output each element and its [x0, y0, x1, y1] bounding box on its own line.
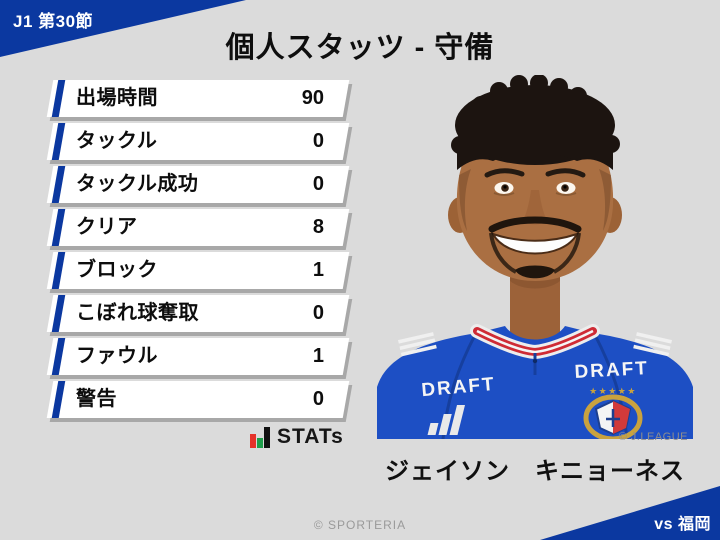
shoulder-stripes-right [633, 332, 673, 357]
opponent-ribbon: vs 福岡 [540, 486, 720, 540]
stat-label: ファウル [76, 345, 158, 367]
stat-label: タックル [76, 130, 158, 152]
stat-label: こぼれ球奪取 [76, 302, 199, 324]
stat-label: ブロック [76, 259, 158, 281]
stat-label: 出場時間 [76, 87, 158, 109]
stat-label: クリア [76, 216, 138, 238]
player-head [448, 75, 622, 281]
team-crest: ★★★★★ [583, 386, 643, 439]
stat-value: 1 [312, 259, 324, 281]
player-name: ジェイソン キニョーネス [385, 458, 685, 485]
crest-stars: ★★★★★ [589, 386, 637, 396]
stat-row-tackles: タックル 0 [46, 123, 353, 164]
jersey-sponsor-right: DRAFT [574, 358, 649, 383]
stat-label: タックル成功 [76, 173, 199, 195]
stat-value: 90 [301, 87, 324, 109]
stat-row-yellow-cards: 警告 0 [46, 381, 353, 422]
stat-value: 0 [312, 302, 324, 324]
stat-row-clearances: クリア 8 [46, 209, 353, 250]
stat-label: 警告 [76, 388, 117, 410]
stat-value: 1 [312, 345, 324, 367]
stat-row-fouls: ファウル 1 [46, 338, 353, 379]
stat-value: 0 [312, 130, 324, 152]
collar [470, 324, 600, 375]
jersey: DRAFT DRAFT ★★★★★ [377, 324, 693, 439]
hair [451, 75, 620, 170]
stat-row-tackles-won: タックル成功 0 [46, 166, 353, 207]
eyes [493, 182, 577, 196]
stat-row-minutes: 出場時間 90 [46, 80, 353, 121]
page-title: 個人スタッツ - 守備 [225, 32, 495, 64]
stats-logo: STATs [250, 426, 344, 448]
stat-value: 0 [312, 173, 324, 195]
stat-row-loose-ball-recoveries: こぼれ球奪取 0 [46, 295, 353, 336]
adidas-logo [427, 405, 465, 435]
round-label: J1 第30節 [13, 12, 94, 31]
site-credit: © SPORTERIA [313, 518, 407, 532]
stats-logo-text: STATs [277, 425, 344, 448]
stat-value: 8 [312, 216, 324, 238]
bar-chart-icon [250, 426, 270, 448]
opponent-label: vs 福岡 [654, 516, 711, 533]
player-photo: DRAFT DRAFT ★★★★★ [375, 75, 695, 439]
photo-credit: © J.LEAGUE [618, 431, 688, 443]
stat-value: 0 [312, 388, 324, 410]
stat-row-blocks: ブロック 1 [46, 252, 353, 293]
shoulder-stripes-left [397, 332, 437, 357]
